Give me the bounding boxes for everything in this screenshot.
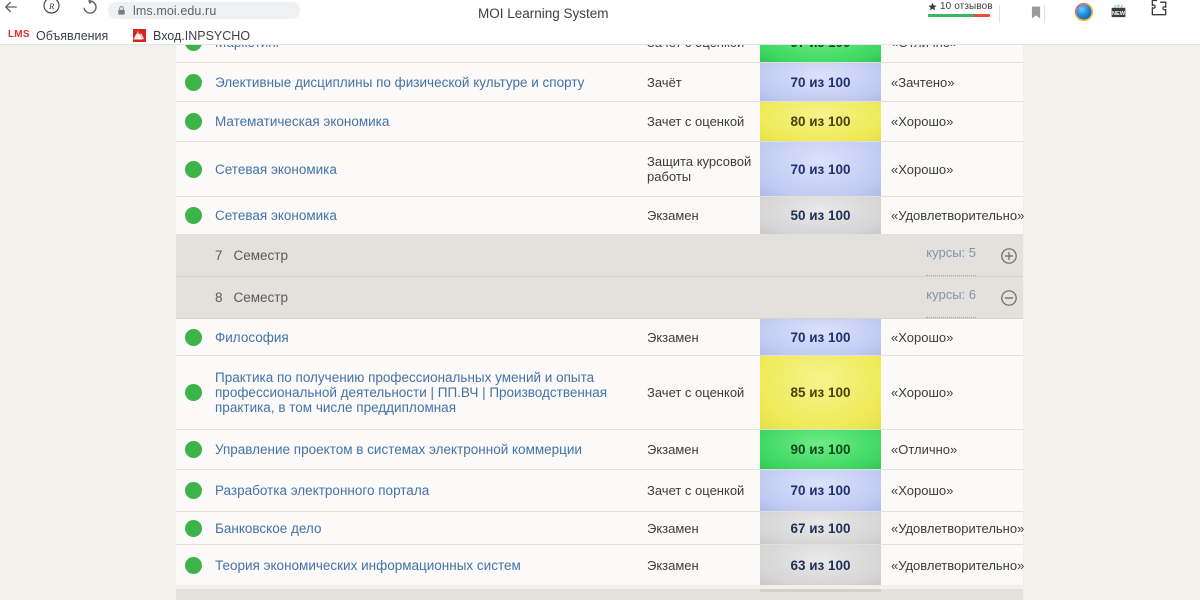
svg-text:R: R — [48, 1, 55, 11]
svg-text:NEW: NEW — [1112, 11, 1126, 17]
